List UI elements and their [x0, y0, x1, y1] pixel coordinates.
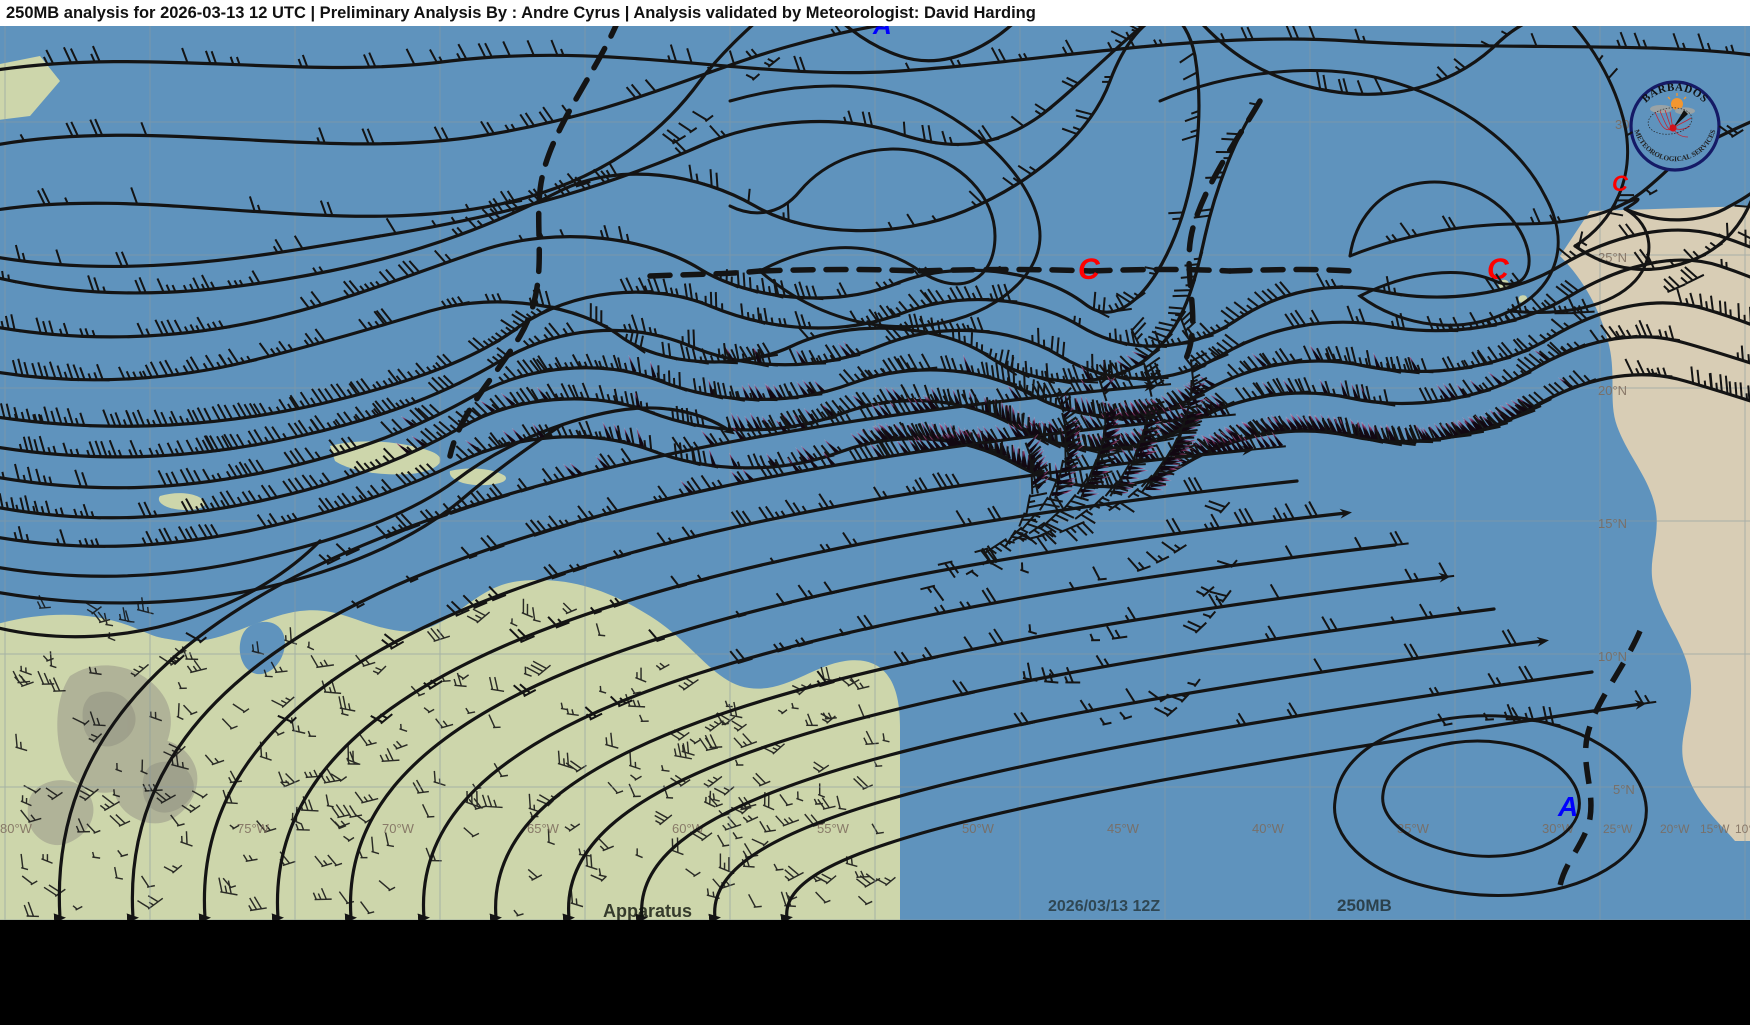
svg-text:C: C	[1078, 253, 1101, 286]
svg-text:A: A	[872, 26, 892, 40]
svg-text:50°W: 50°W	[962, 821, 995, 836]
svg-text:A: A	[1557, 791, 1578, 822]
svg-text:20°N: 20°N	[1598, 383, 1627, 398]
svg-text:2026/03/13 12Z: 2026/03/13 12Z	[1048, 898, 1160, 915]
svg-text:75°W: 75°W	[237, 821, 270, 836]
svg-text:250MB: 250MB	[1337, 896, 1392, 915]
svg-text:C: C	[1612, 171, 1629, 196]
svg-text:40°W: 40°W	[1252, 821, 1285, 836]
svg-text:70°W: 70°W	[382, 821, 415, 836]
svg-text:10°N: 10°N	[1598, 649, 1627, 664]
svg-text:25°W: 25°W	[1603, 822, 1633, 836]
svg-text:45°W: 45°W	[1107, 821, 1140, 836]
svg-text:15°W: 15°W	[1700, 822, 1730, 836]
svg-text:10°: 10°	[1735, 822, 1750, 836]
svg-text:20°W: 20°W	[1660, 822, 1690, 836]
svg-text:65°W: 65°W	[527, 821, 560, 836]
svg-text:5°N: 5°N	[1613, 782, 1635, 797]
svg-text:15°N: 15°N	[1598, 516, 1627, 531]
svg-text:80°W: 80°W	[0, 821, 33, 836]
svg-text:C: C	[1487, 253, 1510, 286]
svg-text:Apparatus: Apparatus	[603, 901, 692, 920]
svg-text:55°W: 55°W	[817, 821, 850, 836]
